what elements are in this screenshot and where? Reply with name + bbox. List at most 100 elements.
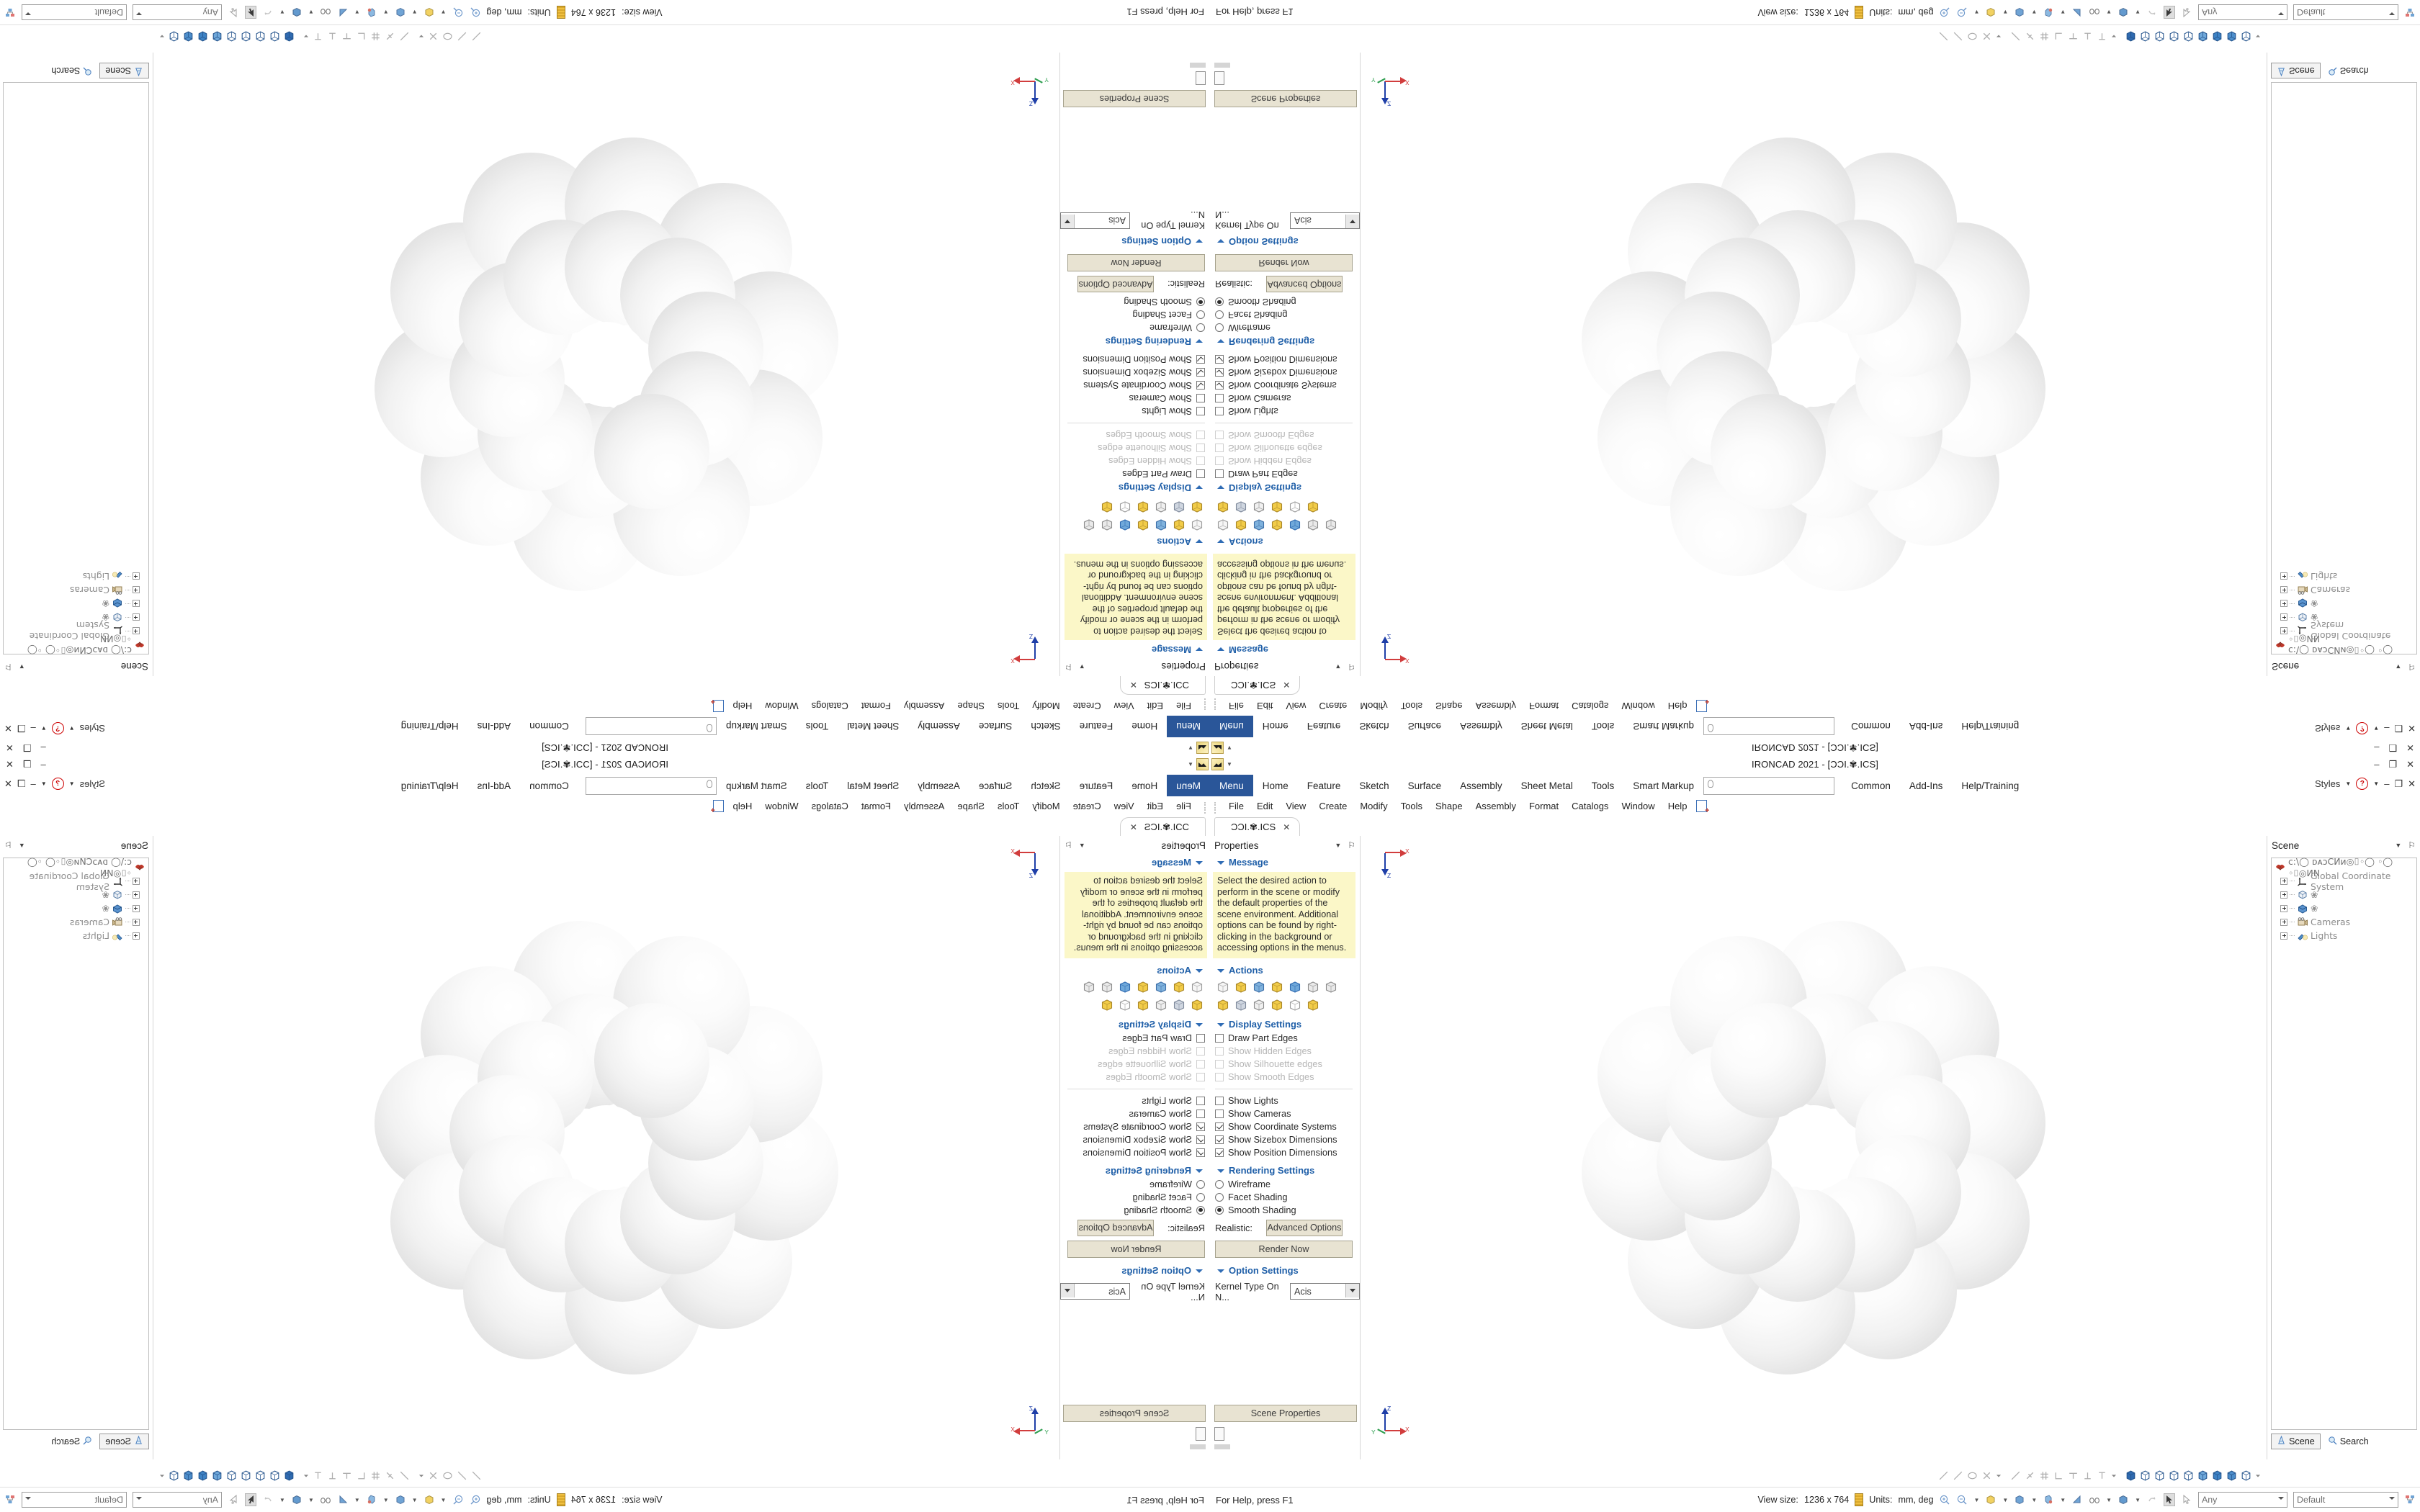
help-icon[interactable]: ? [2356,778,2369,790]
radio-icon[interactable] [1196,1192,1205,1202]
tree-toggle-icon[interactable] [4,1494,16,1506]
expand-triangle-icon[interactable] [1196,239,1203,243]
undo-arrow-icon[interactable] [2146,1494,2158,1506]
scene-tree[interactable]: c:\◯ ᴅᴀᴐCИᴎ◎⌷◦◯ ◦◯ ◦⌷◎ИN Global Coordinat… [2271,82,2417,657]
chevron-down-icon[interactable] [2278,12,2284,15]
ribbon-tab-sketch[interactable]: Sketch [1359,780,1389,791]
chevron-down-icon[interactable]: ▼ [354,9,360,16]
advanced-options-button[interactable]: Advanced Options [1265,1219,1343,1236]
ribbon-tab-feature[interactable]: Feature [1079,780,1113,791]
ribbon-tab-tools[interactable]: Tools [1591,721,1615,732]
restore-button[interactable]: ❐ [22,742,32,753]
scene-tree-item[interactable]: Global Coordinate System [2274,621,2416,642]
scene-tree-item[interactable]: ❀ [4,597,146,611]
kernel-type-select[interactable]: Acis [1290,1283,1360,1300]
drag-grip-icon[interactable] [1214,801,1218,814]
scene-tree-item[interactable]: Global Coordinate System [2274,870,2416,892]
view-orientation-icon[interactable] [225,31,238,43]
actions-group-header[interactable]: Actions [1060,963,1210,978]
blue-box-icon[interactable] [2014,1494,2025,1506]
menu-item-assembly[interactable]: Assembly [1475,701,1516,711]
checkbox-row-show-sizebox-dimensions[interactable]: Show Sizebox Dimensions [1210,1133,1360,1146]
chevron-down-icon[interactable] [297,1470,310,1482]
ribbon-tab-common[interactable]: Common [529,721,569,732]
chevron-down-icon[interactable] [413,1470,425,1482]
rendering-settings-group-header[interactable]: Rendering Settings [1060,1163,1210,1178]
scene-panel-tab-scene[interactable]: Scene [99,63,149,78]
styles-label[interactable]: Styles [2314,778,2341,789]
menu-item-file[interactable]: File [1229,701,1244,711]
render-scene-icon[interactable] [1190,998,1204,1012]
scene-properties-button[interactable]: Scene Properties [1214,90,1357,107]
checkbox-row-show-lights[interactable]: Show Lights [1060,405,1210,418]
checkbox-icon[interactable] [1215,394,1224,403]
loft-shape-icon[interactable] [1118,980,1132,994]
render-now-button[interactable]: Render Now [1067,254,1205,272]
chevron-down-icon[interactable]: ▼ [279,9,285,16]
3d-viewport[interactable]: Z X Z X Y [1361,836,2267,1459]
ribbon-tab-sheet-metal[interactable]: Sheet Metal [1520,780,1573,791]
option-settings-group-header[interactable]: Option Settings [1060,1263,1210,1278]
checkbox-row-show-coordinate-systems[interactable]: Show Coordinate Systems [1060,379,1210,392]
wedge-icon[interactable] [2071,1494,2083,1506]
checkbox-row-draw-part-edges[interactable]: Draw Part Edges [1060,1032,1210,1045]
checkbox-row-draw-part-edges[interactable]: Draw Part Edges [1210,1032,1360,1045]
sweep-shape-icon[interactable] [1270,980,1284,994]
scene-tree[interactable]: c:\◯ ᴅᴀᴐCИᴎ◎⌷◦◯ ◦◯ ◦⌷◎ИN Global Coordinat… [2271,856,2417,1430]
loft-shape-icon[interactable] [1288,980,1302,994]
checkbox-row-show-cameras[interactable]: Show Cameras [1060,1107,1210,1120]
menu-item-help[interactable]: Help [1667,701,1688,711]
scene-tree-item[interactable]: Global Coordinate System [4,621,146,642]
menu-item-tools[interactable]: Tools [998,701,1020,711]
mdi-minimize-button[interactable]: – [2384,778,2390,789]
snap-mode-icon[interactable] [1937,31,1950,43]
chevron-down-icon[interactable]: ▼ [2135,1496,2141,1503]
panel-toggle-icon[interactable] [1214,71,1224,85]
checkbox-row-show-position-dimensions[interactable]: Show Position Dimensions [1210,354,1360,366]
ribbon-search-input[interactable] [1703,717,1834,735]
mdi-close-button[interactable]: ✕ [2408,778,2416,789]
ribbon-tab-home[interactable]: Home [1262,780,1289,791]
chevron-down-icon[interactable] [297,31,310,43]
zoom-in-icon[interactable] [470,6,481,18]
blue-box-icon[interactable] [395,1494,406,1506]
panel-toggle-icon[interactable] [1196,71,1206,85]
document-tab[interactable]: ƆƆI.✾.ICS ✕ [1119,675,1206,695]
expand-plus-icon[interactable] [133,877,140,885]
help-icon[interactable]: ? [51,722,64,734]
sweep-shape-icon[interactable] [1136,980,1150,994]
tree-toggle-icon[interactable] [2404,1494,2416,1506]
view-orientation-icon[interactable] [2154,1470,2166,1482]
close-icon[interactable]: ✕ [1129,822,1137,832]
snap-mode-icon[interactable] [1981,31,1993,43]
advanced-options-button[interactable]: Advanced Options [1265,276,1343,293]
menu-item-file[interactable]: File [1176,801,1191,811]
menu-item-view[interactable]: View [1286,701,1307,711]
coordinate-axis-icon[interactable] [1288,500,1302,515]
chevron-down-icon[interactable]: ▼ [2373,780,2380,787]
minimize-button[interactable]: – [40,742,46,753]
sketch-edit-icon[interactable] [1100,518,1114,533]
scene-properties-button[interactable]: Scene Properties [1214,1405,1357,1422]
zoom-in-icon[interactable] [470,1494,481,1506]
chevron-down-icon[interactable] [136,12,142,15]
view-orientation-icon[interactable] [2240,31,2252,43]
graph-curve-icon[interactable] [1324,518,1338,533]
checkbox-row-show-sizebox-dimensions[interactable]: Show Sizebox Dimensions [1060,1133,1210,1146]
pick-arrow-icon[interactable] [2181,6,2192,18]
pick-arrow-icon[interactable] [228,1494,239,1506]
anchor-icon[interactable] [366,1494,377,1506]
view-orientation-icon[interactable] [269,1470,281,1482]
radio-row-wireframe[interactable]: Wireframe [1060,1178,1210,1191]
view-orientation-icon[interactable] [240,1470,252,1482]
window-controls[interactable]: – ❐ ✕ [6,759,46,770]
expand-plus-icon[interactable] [2280,904,2287,912]
view-orientation-icon[interactable] [2125,1470,2137,1482]
select-arrow-icon[interactable] [245,1493,256,1506]
checkbox-row-show-position-dimensions[interactable]: Show Position Dimensions [1060,1146,1210,1159]
chevron-down-icon[interactable] [25,12,31,15]
ribbon-tab-home[interactable]: Home [1131,721,1158,732]
render-scene-icon[interactable] [1216,500,1230,515]
window-controls[interactable]: – ❐ ✕ [2374,759,2414,770]
scene-panel-tab-search[interactable]: Search [46,1434,97,1449]
